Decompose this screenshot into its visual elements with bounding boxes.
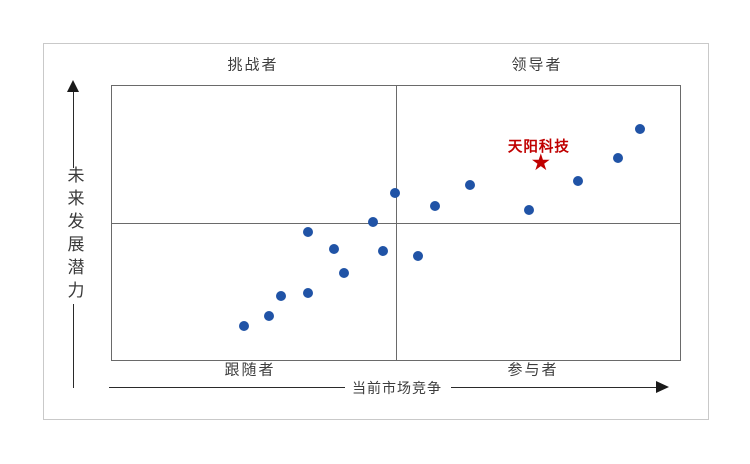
data-point-dot — [389, 188, 400, 199]
data-point-dot — [430, 201, 441, 211]
data-point-dot — [302, 287, 313, 298]
horizontal-midline — [112, 223, 680, 224]
data-point-dot — [572, 176, 583, 187]
y-axis-line-top — [73, 92, 74, 168]
x-axis-label: 当前市场竞争 — [352, 380, 442, 396]
quadrant-label-participants: 参与者 — [507, 361, 559, 379]
data-point-dot — [377, 245, 388, 256]
data-point-dot — [367, 216, 378, 227]
highlight-star-icon: ★ — [530, 150, 552, 177]
y-axis-label: 未来发展潜力 — [64, 166, 84, 304]
data-point-dot — [338, 267, 349, 278]
data-point-dot — [635, 124, 646, 135]
data-point-dot — [263, 310, 274, 321]
quadrant-label-challengers: 挑战者 — [227, 56, 279, 74]
y-axis-arrow-icon — [67, 80, 79, 92]
highlight-label: 天阳科技 — [507, 139, 570, 156]
quadrant-label-followers: 跟随者 — [224, 361, 276, 379]
x-axis-line-right — [451, 387, 657, 388]
x-axis-line-left — [109, 387, 345, 388]
data-point-dot — [329, 244, 340, 255]
data-point-dot — [413, 250, 424, 261]
data-point-dot — [275, 290, 286, 301]
data-point-dot — [302, 227, 313, 238]
y-axis-line-bottom — [73, 304, 74, 388]
plot-area: ★ 天阳科技 — [111, 85, 681, 361]
data-point-dot — [523, 205, 534, 216]
data-point-dot — [464, 179, 475, 190]
x-axis-arrow-icon — [656, 381, 669, 393]
quadrant-label-leaders: 领导者 — [511, 56, 563, 74]
data-point-dot — [238, 321, 249, 332]
data-point-dot — [613, 153, 624, 164]
